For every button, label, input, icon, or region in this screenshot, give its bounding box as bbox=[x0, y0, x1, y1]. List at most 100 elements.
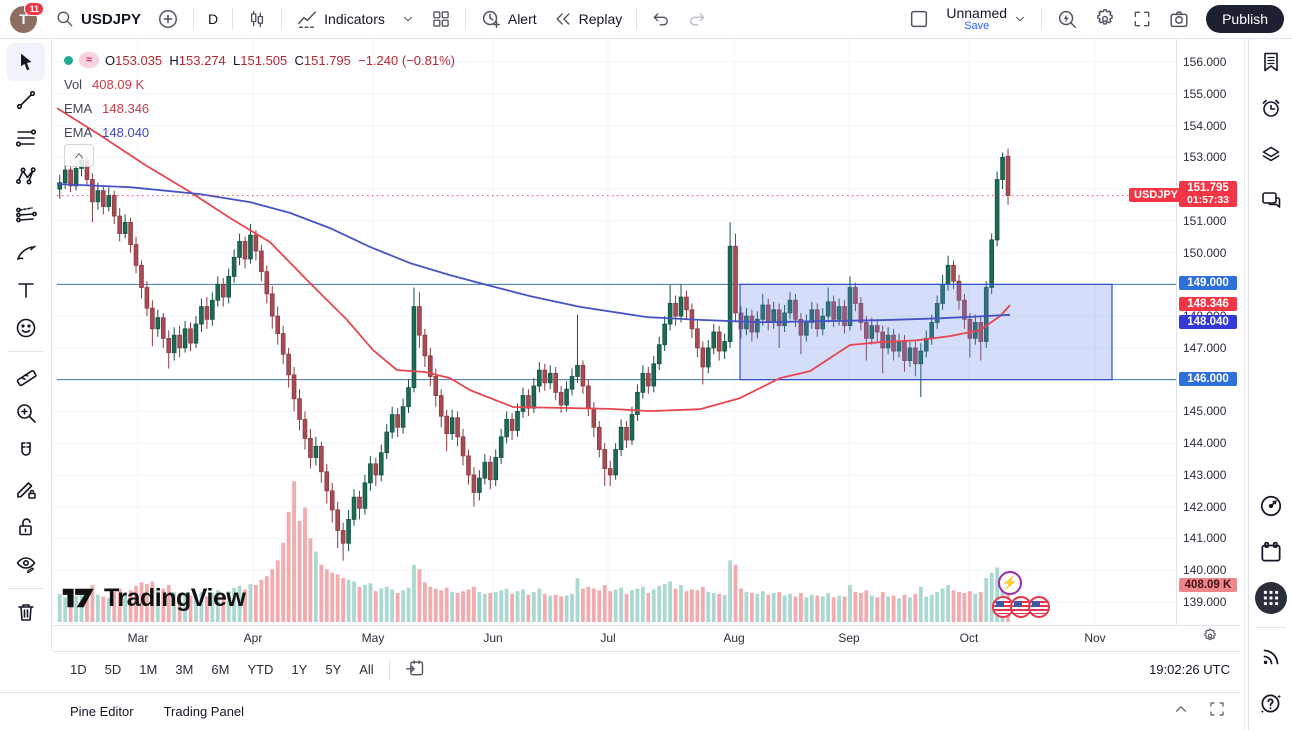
ema-fast-line[interactable] bbox=[56, 107, 1011, 412]
object-tree-button[interactable] bbox=[1252, 135, 1290, 173]
tool-xabcd-pattern[interactable] bbox=[7, 157, 45, 195]
tool-magnet[interactable] bbox=[7, 432, 45, 470]
projection-icon bbox=[15, 207, 37, 223]
price-tick: 154.000 bbox=[1183, 118, 1227, 133]
fullscreen-icon bbox=[1134, 11, 1150, 27]
legend-ema-slow-row[interactable]: EMA 148.040 bbox=[64, 120, 455, 144]
market-status-dot-icon bbox=[64, 55, 73, 65]
expand-panel-button[interactable] bbox=[1172, 700, 1190, 723]
publish-button[interactable]: Publish bbox=[1206, 5, 1284, 33]
time-tick-nov: Nov bbox=[1084, 631, 1106, 645]
pine-editor-tab[interactable]: Pine Editor bbox=[70, 704, 134, 719]
legend-ema-fast-row[interactable]: EMA 148.346 bbox=[64, 96, 455, 120]
user-avatar[interactable]: T 11 bbox=[10, 1, 44, 33]
range-button-1y[interactable]: 1Y bbox=[291, 662, 308, 677]
tool-fib-retracement[interactable] bbox=[7, 119, 45, 157]
quick-search-button[interactable] bbox=[1048, 4, 1086, 34]
us-flag-event-icon[interactable] bbox=[1028, 596, 1050, 618]
price-tick: 155.000 bbox=[1183, 86, 1227, 101]
undo-button[interactable] bbox=[643, 5, 679, 33]
emoji-icon bbox=[16, 318, 35, 338]
streams-button[interactable] bbox=[1252, 638, 1290, 676]
indicators-dropdown-arrow[interactable] bbox=[393, 8, 423, 30]
legend-collapse-button[interactable] bbox=[64, 144, 94, 167]
tool-ruler[interactable] bbox=[7, 356, 45, 394]
compare-add-symbol-button[interactable] bbox=[149, 4, 187, 34]
right-sidebar bbox=[1248, 39, 1292, 730]
time-tick-jul: Jul bbox=[600, 631, 616, 645]
alert-label: Alert bbox=[507, 11, 537, 27]
axis-settings-gear-icon[interactable] bbox=[1202, 628, 1218, 649]
drawing-toolbar bbox=[0, 39, 52, 651]
tool-text[interactable] bbox=[7, 271, 45, 309]
help-button[interactable] bbox=[1252, 684, 1290, 722]
range-button-3m[interactable]: 3M bbox=[175, 662, 194, 677]
trading-panel-tab[interactable]: Trading Panel bbox=[163, 704, 245, 719]
earnings-event-icon[interactable]: ⚡ bbox=[998, 571, 1022, 595]
candlestick-icon bbox=[251, 10, 264, 28]
change-value: −1.240 (−0.81%) bbox=[358, 52, 455, 68]
price-tick: 145.000 bbox=[1183, 404, 1227, 419]
save-label[interactable]: Save bbox=[964, 19, 990, 32]
replay-icon bbox=[556, 13, 570, 25]
ema-slow-line[interactable] bbox=[56, 183, 1011, 324]
chart-type-button[interactable] bbox=[239, 5, 275, 33]
tool-emoji[interactable] bbox=[7, 309, 45, 347]
time-tick-may: May bbox=[361, 631, 385, 645]
symbol-search-button[interactable]: USDJPY bbox=[47, 5, 149, 33]
range-button-6m[interactable]: 6M bbox=[211, 662, 230, 677]
legend-volume-row[interactable]: Vol 408.09 K bbox=[64, 72, 455, 96]
interval-button[interactable]: D bbox=[200, 7, 226, 31]
range-button-1m[interactable]: 1M bbox=[139, 662, 158, 677]
toolbar-separator bbox=[464, 8, 466, 30]
price-axis[interactable]: 156.000155.000154.000153.000152.000151.0… bbox=[1176, 39, 1240, 650]
apps-grid-button[interactable] bbox=[1252, 579, 1290, 617]
legend-ohlc-row[interactable]: ≈ O153.035 H153.274 L151.505 C151.795 −1… bbox=[64, 48, 455, 72]
range-button-5d[interactable]: 5D bbox=[104, 662, 122, 677]
tool-cursor[interactable] bbox=[6, 43, 45, 81]
fullscreen-button[interactable] bbox=[1124, 5, 1160, 33]
maximize-panel-button[interactable] bbox=[1208, 700, 1226, 723]
tool-projection[interactable] bbox=[7, 195, 45, 233]
indicators-button[interactable]: Indicators bbox=[288, 4, 393, 34]
tool-hide-all[interactable] bbox=[7, 546, 45, 584]
vol-label: Vol bbox=[64, 76, 83, 92]
top-toolbar: T 11 USDJPY D Indicators bbox=[0, 0, 1292, 39]
trash-icon bbox=[17, 604, 34, 621]
chats-button[interactable] bbox=[1252, 181, 1290, 219]
chart-plot[interactable] bbox=[53, 39, 1176, 625]
layout-name-button[interactable]: Unnamed Save bbox=[938, 2, 1035, 36]
trend-line-icon bbox=[16, 90, 35, 110]
tool-remove-objects[interactable] bbox=[7, 593, 45, 631]
indicator-templates-button[interactable] bbox=[423, 5, 459, 33]
tool-brush[interactable] bbox=[7, 233, 45, 271]
quick-search-icon bbox=[1059, 10, 1077, 28]
tool-drawing-edit-lock[interactable] bbox=[7, 470, 45, 508]
range-button-1d[interactable]: 1D bbox=[70, 662, 87, 677]
screener-gauge-button[interactable] bbox=[1252, 487, 1290, 525]
snapshot-button[interactable] bbox=[1160, 4, 1198, 34]
time-axis[interactable]: Mar Apr May Jun Jul Aug Sep Oct Nov bbox=[53, 625, 1240, 651]
layout-select-button[interactable] bbox=[900, 4, 938, 34]
range-button-5y[interactable]: 5Y bbox=[325, 662, 342, 677]
chart-settings-button[interactable] bbox=[1086, 4, 1124, 34]
price-tick: 140.000 bbox=[1183, 563, 1227, 578]
clock-utc[interactable]: 19:02:26 UTC bbox=[1149, 662, 1230, 677]
economic-calendar-button[interactable] bbox=[1252, 533, 1290, 571]
tradingview-logo-icon bbox=[62, 588, 94, 608]
watchlist-button[interactable] bbox=[1252, 43, 1290, 81]
alerts-button[interactable] bbox=[1252, 89, 1290, 127]
go-to-date-button[interactable] bbox=[396, 654, 434, 685]
range-button-ytd[interactable]: YTD bbox=[247, 662, 274, 677]
tool-zoom-in[interactable] bbox=[7, 394, 45, 432]
create-alert-button[interactable]: Alert bbox=[472, 4, 545, 34]
range-button-all[interactable]: All bbox=[359, 662, 374, 677]
panel-resize-handle[interactable] bbox=[1244, 39, 1245, 730]
tool-trend-line[interactable] bbox=[7, 81, 45, 119]
tool-lock-all[interactable] bbox=[7, 508, 45, 546]
redo-button[interactable] bbox=[679, 5, 715, 33]
status-bar: Pine Editor Trading Panel bbox=[0, 692, 1240, 730]
consolidation-zone[interactable] bbox=[739, 283, 1113, 381]
symbol-name: USDJPY bbox=[81, 10, 142, 28]
replay-button[interactable]: Replay bbox=[545, 5, 631, 33]
